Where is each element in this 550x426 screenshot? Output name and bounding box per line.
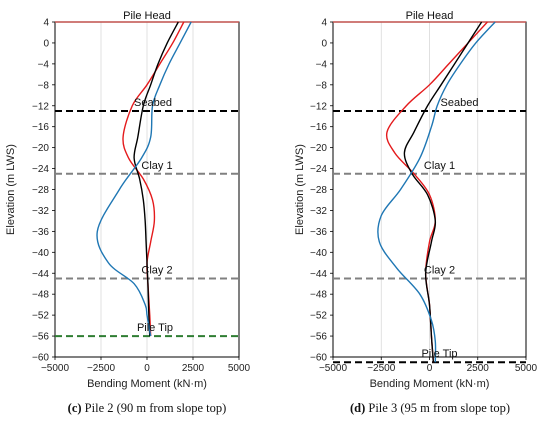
series-line-3: [377, 21, 496, 363]
series-line-1: [385, 21, 488, 363]
x-axis-title: Bending Moment (kN·m): [370, 378, 490, 390]
y-tick-label: 4: [43, 18, 49, 29]
level-label: Pile Tip: [421, 348, 457, 360]
y-tick-label: −56: [310, 332, 327, 343]
x-tick-label: −5000: [41, 363, 70, 374]
y-tick-label: −60: [32, 353, 49, 364]
y-tick-label: 0: [321, 38, 327, 49]
y-tick-label: −4: [316, 59, 328, 70]
x-tick-label: −2500: [87, 363, 116, 374]
y-tick-label: −20: [310, 143, 327, 154]
series-line-2: [133, 21, 179, 337]
series-line-1: [122, 21, 185, 337]
y-axis-title: Elevation (m LWS): [294, 144, 306, 235]
series-line-2: [403, 21, 483, 363]
level-label: Clay 1: [141, 160, 172, 172]
y-tick-label: −8: [38, 80, 50, 91]
y-tick-label: −56: [32, 332, 49, 343]
level-label: Clay 2: [424, 264, 455, 276]
y-tick-label: −32: [32, 206, 49, 217]
level-label: Clay 2: [141, 264, 172, 276]
y-tick-label: −36: [32, 227, 49, 238]
x-tick-label: 5000: [228, 363, 251, 374]
y-tick-label: −52: [32, 311, 49, 322]
y-tick-label: −60: [310, 353, 327, 364]
y-tick-label: −24: [310, 164, 327, 175]
x-tick-label: −5000: [319, 363, 348, 374]
y-tick-label: −40: [310, 248, 327, 259]
x-tick-label: −2500: [367, 363, 396, 374]
y-tick-label: −4: [38, 59, 50, 70]
x-tick-label: 0: [427, 363, 433, 374]
y-tick-label: −20: [32, 143, 49, 154]
y-tick-label: −12: [32, 101, 49, 112]
x-tick-label: 2500: [182, 363, 205, 374]
level-label: Clay 1: [424, 160, 455, 172]
y-tick-label: −36: [310, 227, 327, 238]
y-tick-label: −16: [32, 122, 49, 133]
chart-panel-1: 4 0 −4 −8 −12 −16 −20 −24 −28 −32 −36 −40 −44 −48 −52 −…: [5, 10, 251, 415]
level-label: Pile Head: [406, 10, 454, 22]
y-tick-label: −48: [32, 290, 49, 301]
x-tick-label: 0: [144, 363, 150, 374]
y-tick-label: −44: [32, 269, 49, 280]
y-tick-label: −32: [310, 206, 327, 217]
y-tick-label: −44: [310, 269, 327, 280]
level-label: Pile Tip: [137, 322, 173, 334]
y-tick-label: 0: [43, 38, 49, 49]
x-axis-title: Bending Moment (kN·m): [87, 378, 207, 390]
y-axis-title: Elevation (m LWS): [5, 144, 17, 235]
y-tick-label: −28: [32, 185, 49, 196]
panel-caption: (d) Pile 3 (95 m from slope top): [350, 401, 510, 415]
panel-caption: (c) Pile 2 (90 m from slope top): [68, 401, 227, 415]
y-tick-label: −24: [32, 164, 49, 175]
level-label: Pile Head: [123, 10, 171, 22]
x-tick-label: 5000: [515, 363, 538, 374]
y-tick-label: −52: [310, 311, 327, 322]
series-line-3: [96, 21, 192, 337]
y-tick-label: −40: [32, 248, 49, 259]
x-tick-label: 2500: [467, 363, 490, 374]
level-label: Seabed: [441, 97, 479, 109]
y-tick-label: −16: [310, 122, 327, 133]
y-tick-label: −28: [310, 185, 327, 196]
y-tick-label: −8: [316, 80, 328, 91]
y-tick-label: −12: [310, 101, 327, 112]
level-label: Seabed: [134, 97, 172, 109]
y-tick-label: −48: [310, 290, 327, 301]
chart-panel-2: 4 0 −4 −8 −12 −16 −20 −24 −28 −32 −36 −40 −44 −48 −52 −…: [294, 10, 538, 415]
y-tick-label: 4: [321, 18, 327, 29]
